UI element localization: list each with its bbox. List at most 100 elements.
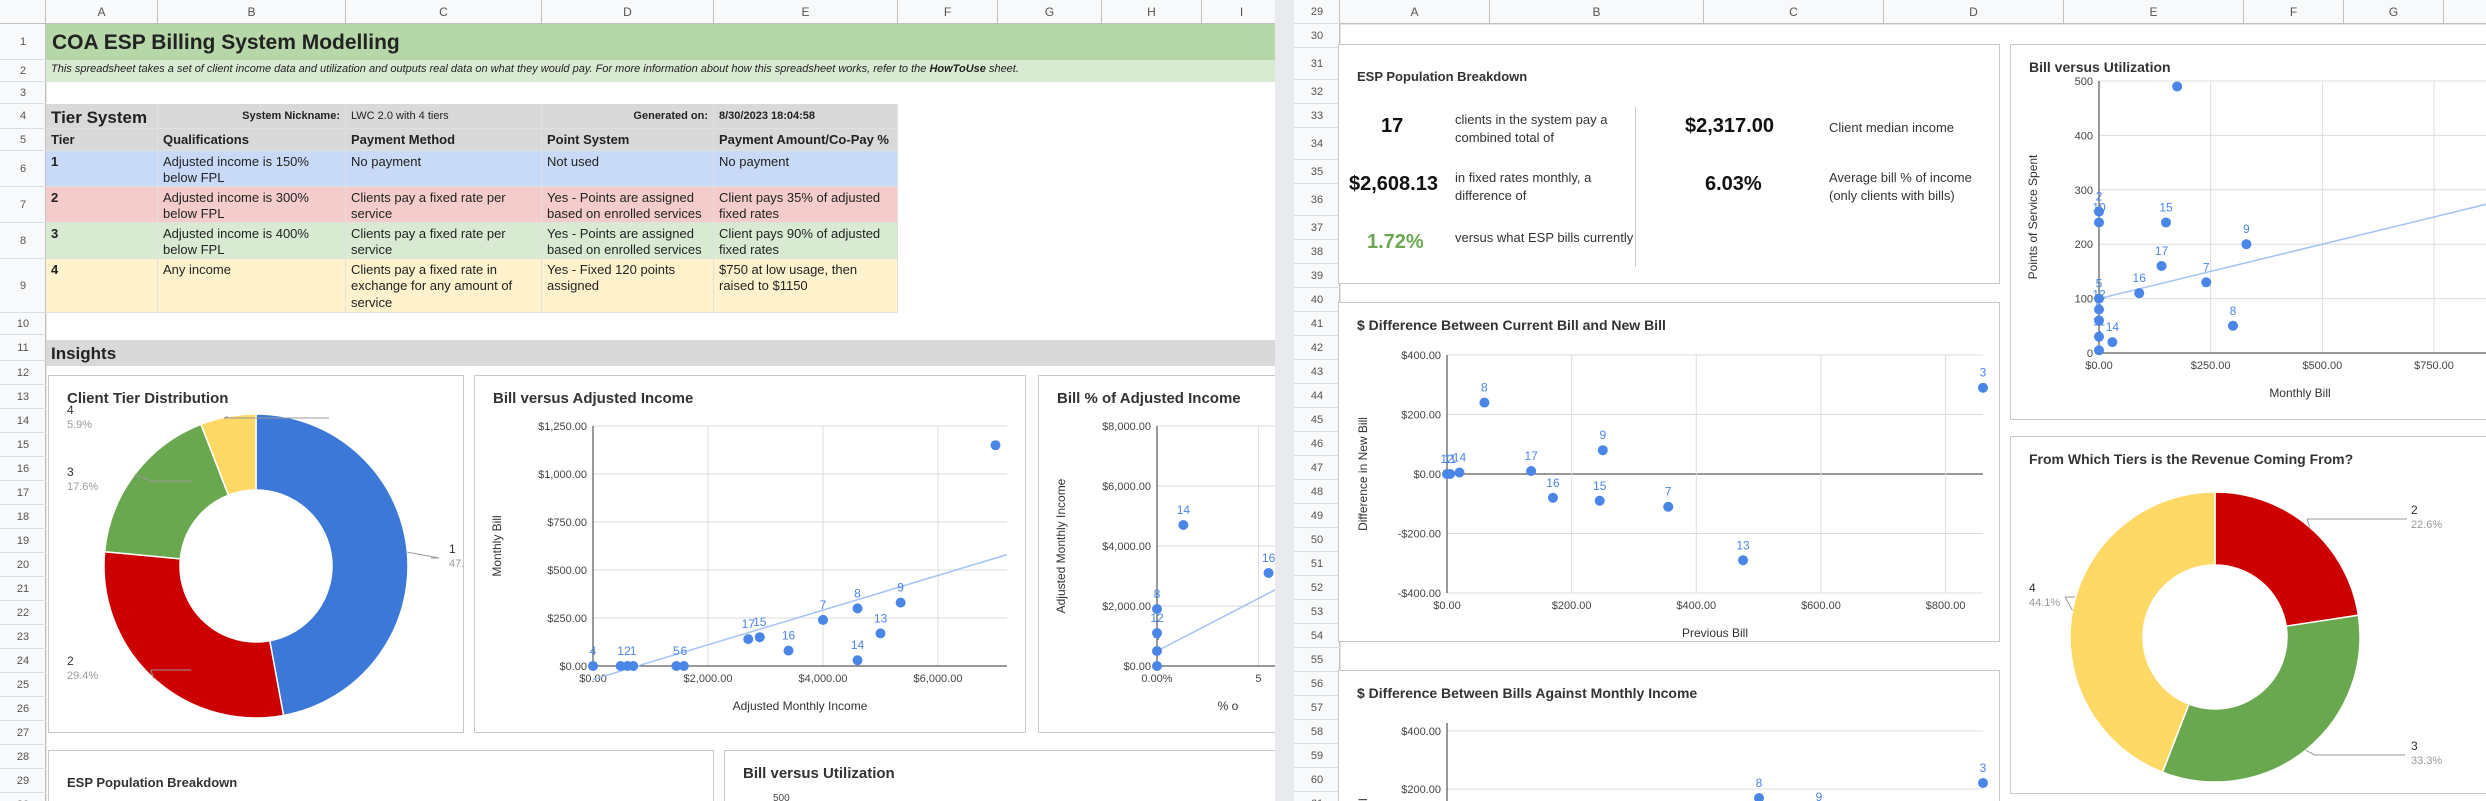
row-header[interactable]: 47	[1294, 456, 1340, 480]
data-point[interactable]	[754, 632, 765, 643]
data-point[interactable]	[2094, 345, 2104, 356]
data-point[interactable]	[1152, 604, 1162, 614]
tier-row-1-method[interactable]: No payment	[346, 151, 542, 187]
data-point[interactable]	[1594, 495, 1605, 506]
data-point[interactable]	[818, 614, 828, 625]
tier-row-1-tier[interactable]: 1	[46, 151, 158, 187]
tier-row-4-points[interactable]: Yes - Fixed 120 points assigned	[542, 259, 714, 313]
row-header[interactable]: 7	[0, 187, 46, 223]
tier-row-2-method[interactable]: Clients pay a fixed rate per service	[346, 187, 542, 223]
tier-row-4-qual[interactable]: Any income	[158, 259, 346, 313]
column-header-d[interactable]: D	[1884, 0, 2064, 24]
row-header[interactable]: 24	[0, 649, 46, 673]
row-header[interactable]: 22	[0, 601, 46, 625]
generated-label-cell[interactable]: Generated on:	[542, 104, 714, 129]
diff-bill-chart[interactable]: $ Difference Between Current Bill and Ne…	[1338, 302, 2000, 642]
row-header[interactable]: 59	[1294, 744, 1340, 768]
tier-row-3-tier[interactable]: 3	[46, 223, 158, 259]
column-header-i[interactable]: I	[1202, 0, 1275, 24]
row-header[interactable]: 51	[1294, 552, 1340, 576]
row-header[interactable]: 11	[0, 335, 46, 361]
data-point[interactable]	[2134, 288, 2145, 299]
row-header[interactable]: 2	[0, 60, 46, 82]
column-header-g[interactable]: G	[2344, 0, 2444, 24]
data-point[interactable]	[743, 634, 754, 645]
tier-row-3-amount[interactable]: Client pays 90% of adjusted fixed rates	[714, 223, 898, 259]
row-header[interactable]: 28	[0, 745, 46, 769]
row-header[interactable]: 30	[0, 793, 46, 801]
row-header[interactable]: 8	[0, 223, 46, 259]
row-header[interactable]: 29	[0, 769, 46, 793]
bill-vs-income-chart[interactable]: Bill versus Adjusted Income $0.00 $250.00…	[474, 375, 1026, 733]
data-point[interactable]	[1978, 382, 1988, 393]
row-header[interactable]: 54	[1294, 624, 1340, 648]
data-point[interactable]	[1597, 445, 1608, 456]
tier-row-4-amount[interactable]: $750 at low usage, then raised to $1150	[714, 259, 898, 313]
row-header[interactable]: 33	[1294, 104, 1340, 128]
insights-header[interactable]: Insights	[46, 340, 1275, 366]
row-header[interactable]: 40	[1294, 288, 1340, 312]
tier-row-4-method[interactable]: Clients pay a fixed rate in exchange for…	[346, 259, 542, 313]
tier-row-4-tier[interactable]: 4	[46, 259, 158, 313]
data-point[interactable]	[628, 661, 639, 671]
tier-row-3-qual[interactable]: Adjusted income is 400% below FPL	[158, 223, 346, 259]
column-header-e[interactable]: E	[2064, 0, 2244, 24]
data-point[interactable]	[2094, 206, 2104, 217]
row-header[interactable]: 6	[0, 151, 46, 187]
data-point[interactable]	[852, 655, 863, 666]
row-header[interactable]: 12	[0, 361, 46, 385]
row-header[interactable]: 23	[0, 625, 46, 649]
row-header[interactable]: 52	[1294, 576, 1340, 600]
row-header[interactable]: 41	[1294, 312, 1340, 336]
row-header[interactable]: 18	[0, 505, 46, 529]
bill-vs-utilization-chart[interactable]: Bill versus Utilization 0 100 200 300 400 500…	[2010, 44, 2486, 420]
row-header[interactable]: 9	[0, 259, 46, 313]
data-point[interactable]	[1547, 492, 1558, 503]
data-point[interactable]	[852, 603, 863, 614]
row-header[interactable]: 44	[1294, 384, 1340, 408]
row-header[interactable]: 42	[1294, 336, 1340, 360]
nickname-value-cell[interactable]: LWC 2.0 with 4 tiers	[346, 104, 542, 129]
column-header-a[interactable]: A	[1340, 0, 1490, 24]
row-header[interactable]: 16	[0, 457, 46, 481]
bill-percent-chart[interactable]: Bill % of Adjusted Income $0.00 $2,000.00…	[1038, 375, 1275, 733]
data-point[interactable]	[671, 661, 682, 671]
row-header[interactable]: 1	[0, 24, 46, 60]
column-header-d[interactable]: D	[542, 0, 714, 24]
row-header[interactable]: 39	[1294, 264, 1340, 288]
row-header[interactable]: 15	[0, 433, 46, 457]
corner-cell[interactable]	[0, 0, 46, 24]
tier-row-1-amount[interactable]: No payment	[714, 151, 898, 187]
data-point[interactable]	[990, 440, 1001, 451]
row-header[interactable]: 13	[0, 385, 46, 409]
row-header[interactable]: 3	[0, 82, 46, 104]
pie-slice-3[interactable]	[2161, 614, 2361, 783]
row-header[interactable]: 45	[1294, 408, 1340, 432]
population-breakdown-partial[interactable]: ESP Population Breakdown	[48, 750, 714, 801]
title-cell[interactable]: COA ESP Billing System Modelling	[46, 24, 1275, 60]
column-header-f[interactable]: F	[898, 0, 998, 24]
data-point[interactable]	[1978, 778, 1988, 788]
row-header[interactable]: 27	[0, 721, 46, 745]
data-point[interactable]	[2241, 239, 2252, 250]
description-cell[interactable]: This spreadsheet takes a set of client i…	[46, 60, 1275, 82]
row-header[interactable]: 21	[0, 577, 46, 601]
pie-slice-4[interactable]	[2069, 491, 2216, 774]
data-point[interactable]	[783, 645, 794, 656]
data-point[interactable]	[1479, 397, 1490, 408]
data-point[interactable]	[2161, 217, 2171, 228]
tier-row-2-amount[interactable]: Client pays 35% of adjusted fixed rates	[714, 187, 898, 223]
data-point[interactable]	[2172, 81, 2183, 92]
row-header[interactable]: 38	[1294, 240, 1340, 264]
data-point[interactable]	[2094, 293, 2104, 304]
tier-system-label[interactable]: Tier System	[46, 104, 158, 129]
data-point[interactable]	[2201, 277, 2212, 288]
column-header-e[interactable]: E	[714, 0, 898, 24]
row-header[interactable]: 34	[1294, 128, 1340, 160]
data-point[interactable]	[1526, 466, 1537, 477]
tier-row-1-points[interactable]: Not used	[542, 151, 714, 187]
tier-table-header[interactable]: Payment Method	[346, 129, 542, 151]
row-header[interactable]: 50	[1294, 528, 1340, 552]
row-header[interactable]: 4	[0, 104, 46, 129]
howtouse-link[interactable]: HowToUse	[929, 63, 986, 75]
